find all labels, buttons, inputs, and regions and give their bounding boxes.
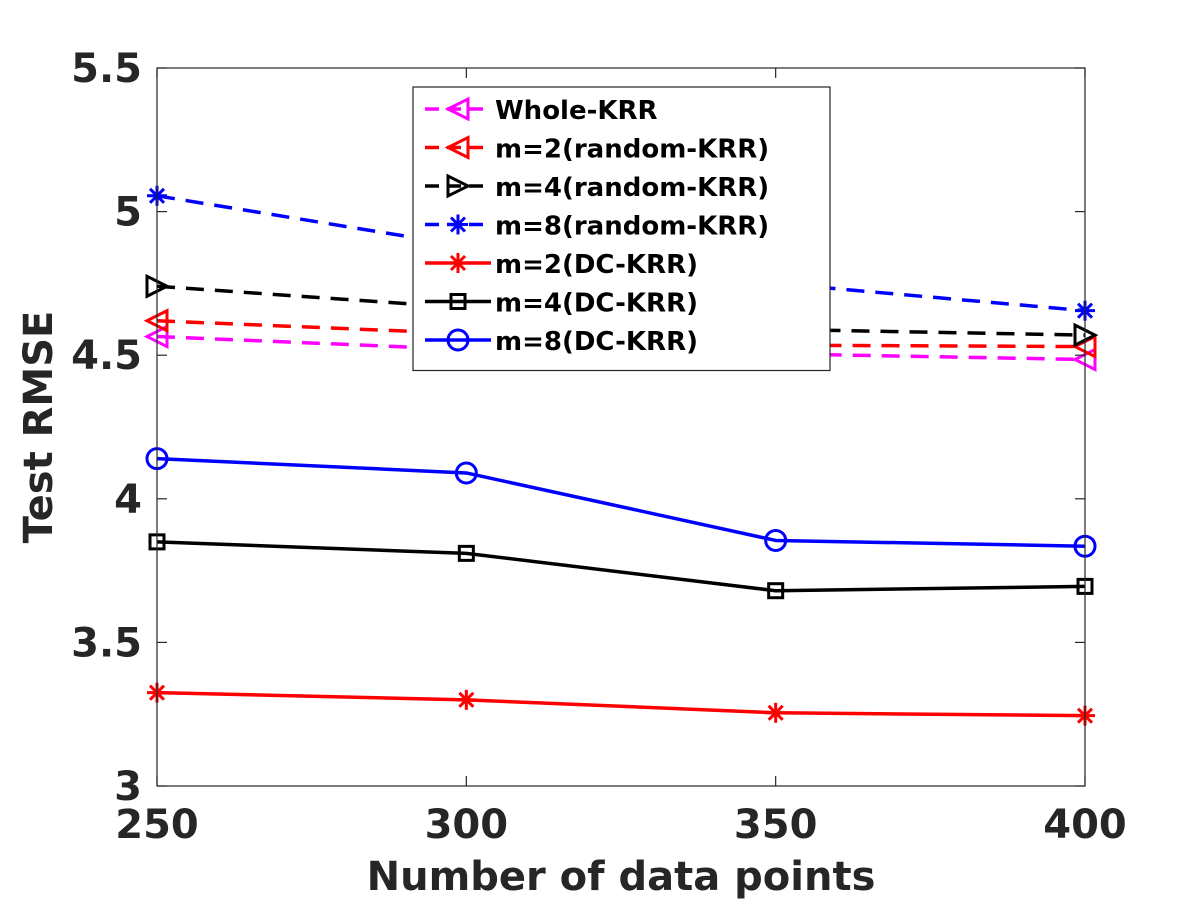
y-tick-label: 3 — [114, 764, 142, 810]
series-line — [156, 456, 1086, 548]
y-tick-label: 4 — [114, 477, 142, 523]
y-tick-label: 5.5 — [71, 46, 142, 92]
legend-marker — [448, 214, 468, 235]
data-point — [454, 461, 478, 485]
y-axis-title: Test RMSE — [16, 311, 62, 544]
legend-box — [412, 86, 831, 372]
legend-entry: m=2(DC-KRR) — [425, 250, 698, 280]
plot-frame — [156, 67, 1086, 787]
legend-marker — [444, 135, 470, 160]
x-tick-label: 400 — [1043, 802, 1127, 848]
legend-marker — [444, 96, 470, 122]
y-tick-label: 5 — [114, 190, 142, 236]
legend-label: Whole-KRR — [495, 96, 658, 126]
tick-layer: 250 300 350 400 3 3.5 4 4.5 5 5.5 — [71, 46, 1127, 848]
legend-label: m=2(DC-KRR) — [495, 250, 698, 280]
data-point — [457, 544, 475, 562]
series-line — [156, 690, 1086, 718]
legend-entry: m=8(random-KRR) — [425, 212, 769, 242]
legend-entry: m=2(random-KRR) — [425, 135, 769, 165]
legend-marker — [448, 253, 468, 273]
legend-marker — [449, 293, 467, 310]
data-point — [456, 689, 477, 710]
y-tick-label: 3.5 — [71, 620, 142, 666]
series-line — [156, 540, 1086, 593]
x-axis-title: Number of data points — [367, 854, 876, 900]
legend-marker — [446, 173, 472, 199]
legend-label: m=2(random-KRR) — [495, 135, 769, 165]
legend-label: m=8(random-KRR) — [495, 212, 769, 242]
legend-entry: m=4(DC-KRR) — [425, 289, 698, 319]
y-tick-label: 4.5 — [71, 333, 142, 379]
legend-label: m=4(DC-KRR) — [495, 289, 698, 319]
legend-marker — [446, 328, 470, 352]
legend-label: m=4(random-KRR) — [495, 173, 769, 203]
legend-entry: m=8(DC-KRR) — [425, 327, 698, 357]
legend-label: m=8(DC-KRR) — [495, 327, 698, 357]
data-point — [764, 528, 788, 552]
x-tick-label: 250 — [115, 802, 199, 848]
legend-entry: Whole-KRR — [425, 96, 658, 126]
data-point — [767, 582, 785, 600]
legend-entry: m=4(random-KRR) — [425, 173, 769, 203]
data-point — [765, 702, 786, 723]
legend: Whole-KRR m=2(random-KRR) m=4(random-KRR) m… — [412, 86, 831, 372]
x-tick-label: 350 — [734, 802, 818, 848]
x-tick-label: 300 — [425, 802, 509, 848]
